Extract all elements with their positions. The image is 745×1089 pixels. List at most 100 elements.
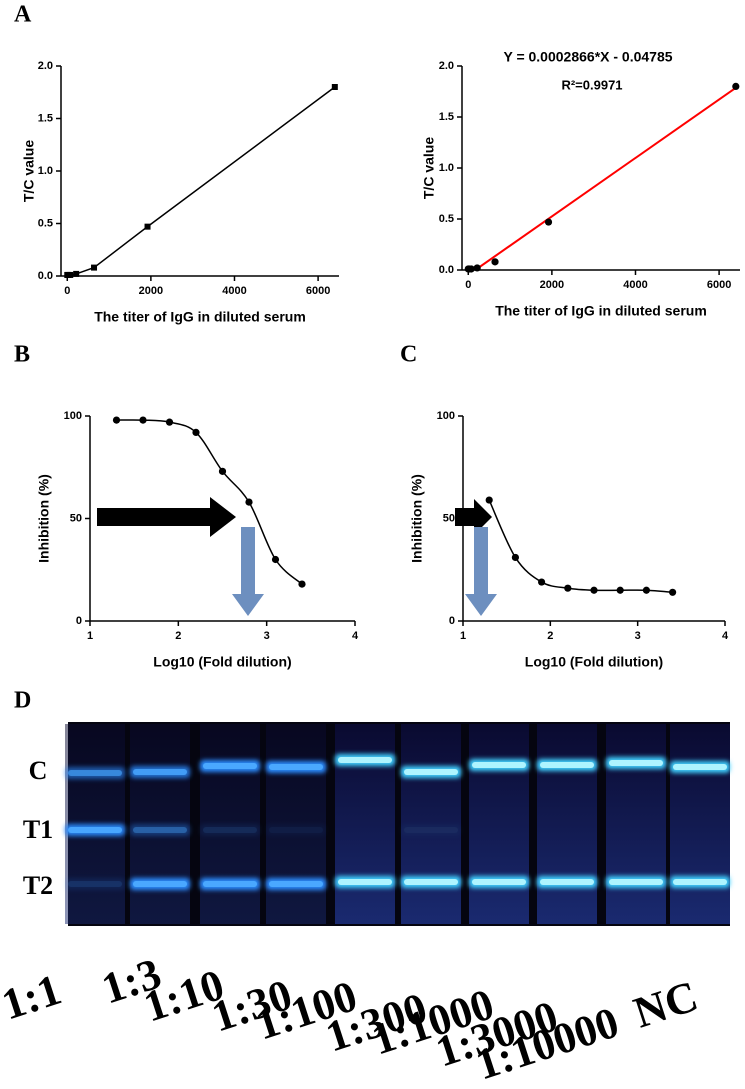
- x-axis-label: Log10 (Fold dilution): [525, 654, 663, 670]
- y-tick-label: 100: [437, 410, 455, 422]
- fit-equation: Y = 0.0002866*X - 0.04785: [503, 49, 672, 65]
- band-label: T2: [23, 871, 53, 900]
- panel-label: A: [14, 2, 32, 28]
- data-point: [331, 84, 338, 90]
- gel-band: [133, 881, 187, 887]
- fit-r2: R²=0.9971: [561, 77, 622, 92]
- y-axis-label: Inhibition (%): [36, 474, 52, 563]
- y-tick-label: 0.0: [38, 270, 53, 282]
- gel-band: [200, 824, 260, 836]
- data-point: [192, 428, 200, 436]
- x-tick-label: 2: [175, 630, 181, 642]
- arrow: [97, 497, 497, 616]
- fit-line: [474, 86, 737, 271]
- gel-lane: [537, 724, 597, 924]
- gel-lane: [670, 724, 730, 924]
- gel-band: [404, 827, 458, 833]
- gel-band: [338, 879, 392, 885]
- y-tick-label: 50: [70, 512, 82, 524]
- x-tick-label: 0: [64, 285, 70, 297]
- gel-band: [401, 824, 461, 836]
- gel-band: [203, 881, 257, 887]
- data-point: [642, 586, 651, 594]
- x-tick-label: 6000: [707, 279, 731, 291]
- data-point: [538, 578, 546, 586]
- data-point: [485, 496, 493, 504]
- y-axis-label: Inhibition (%): [409, 474, 425, 563]
- gel-band: [404, 879, 458, 885]
- data-point: [139, 416, 147, 424]
- gel-band: [68, 770, 122, 776]
- data-point: [91, 264, 98, 271]
- x-tick-label: 3: [635, 630, 641, 642]
- x-tick-label: 0: [465, 279, 471, 291]
- data-point: [67, 271, 74, 278]
- y-axis-label: T/C value: [21, 140, 37, 202]
- gel-band: [472, 762, 526, 768]
- data-point: [732, 82, 740, 90]
- data-point: [511, 553, 519, 562]
- x-axis-label: The titer of IgG in diluted serum: [495, 303, 707, 319]
- x-tick-label: 2: [547, 630, 553, 642]
- gel-band: [68, 881, 122, 887]
- panel-label: B: [14, 342, 30, 368]
- band-label: T1: [23, 815, 53, 844]
- data-point: [144, 223, 151, 230]
- y-tick-label: 0: [76, 615, 82, 627]
- gel-band: [472, 879, 526, 885]
- y-tick-label: 50: [443, 512, 455, 524]
- x-tick-label: 2000: [540, 279, 564, 291]
- gel-band: [540, 879, 594, 885]
- x-axis-label: The titer of IgG in diluted serum: [94, 309, 306, 325]
- data-point: [590, 586, 598, 594]
- y-tick-label: 2.0: [38, 60, 53, 72]
- y-tick-label: 1.0: [38, 165, 53, 177]
- x-tick-label: 4: [352, 630, 359, 642]
- data-line: [67, 86, 336, 276]
- gel-lane: [606, 724, 666, 924]
- gel-band: [269, 881, 323, 887]
- gel-lane: [469, 724, 529, 924]
- gel-band: [133, 827, 187, 833]
- gel-band: [269, 764, 323, 770]
- y-tick-label: 1.0: [439, 162, 454, 174]
- data-point: [669, 588, 677, 596]
- x-tick-label: 6000: [306, 285, 330, 297]
- y-tick-label: 0.5: [439, 213, 454, 225]
- x-tick-label: 4000: [222, 285, 246, 297]
- gel-band: [130, 824, 190, 836]
- gel-band: [133, 769, 187, 775]
- data-point: [467, 265, 475, 273]
- data-point: [112, 416, 121, 424]
- gel-band: [540, 762, 594, 768]
- x-tick-label: 2000: [139, 285, 163, 297]
- x-tick-label: 4: [722, 630, 729, 642]
- gel-band: [269, 827, 323, 833]
- data-point: [165, 418, 174, 426]
- gel-band: [673, 879, 727, 885]
- gel-band: [266, 824, 326, 836]
- data-point: [298, 580, 306, 588]
- data-point: [271, 555, 280, 564]
- gel-band: [404, 769, 458, 775]
- gel-band: [68, 827, 122, 833]
- y-tick-label: 1.5: [439, 111, 454, 123]
- band-label: C: [29, 756, 48, 785]
- data-point: [73, 270, 80, 277]
- x-axis-label: Log10 (Fold dilution): [153, 654, 291, 670]
- gel-band: [609, 760, 663, 766]
- y-axis-label: T/C value: [421, 137, 437, 199]
- y-tick-label: 2.0: [439, 60, 454, 72]
- gel-band: [609, 879, 663, 885]
- data-point: [491, 258, 499, 266]
- lane-label: NC: [628, 971, 704, 1037]
- data-line: [488, 499, 673, 594]
- data-point: [564, 584, 572, 592]
- y-tick-label: 0.5: [38, 217, 53, 229]
- x-tick-label: 1: [87, 630, 93, 642]
- gel-band: [338, 757, 392, 763]
- gel-band: [203, 827, 257, 833]
- x-tick-label: 4000: [623, 279, 647, 291]
- data-point: [544, 218, 553, 226]
